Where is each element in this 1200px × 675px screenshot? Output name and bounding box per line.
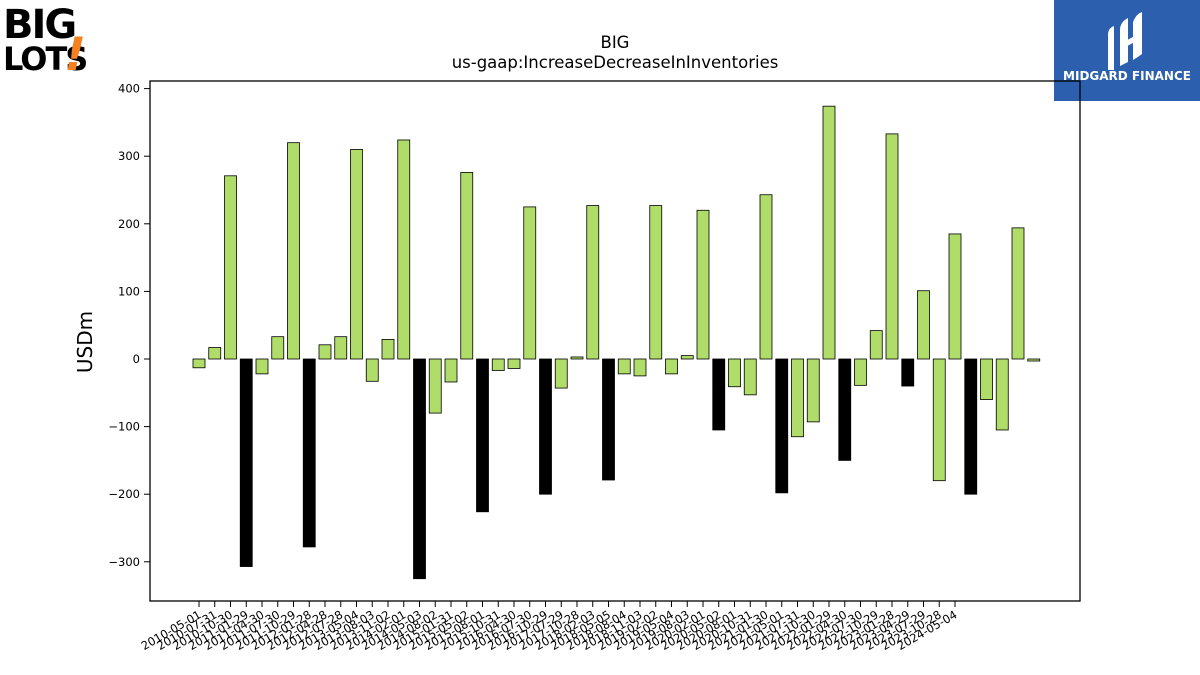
midgard-finance-logo: MIDGARD FINANCE: [1054, 0, 1200, 101]
bar: [995, 358, 1009, 431]
bar: [287, 142, 300, 360]
bar: [570, 356, 584, 360]
midgard-emblem-icon: [1108, 12, 1142, 70]
y-tick-label: −200: [108, 487, 140, 501]
bar: [1011, 227, 1025, 360]
bar: [791, 358, 804, 438]
bar: [428, 358, 442, 414]
bar: [271, 336, 285, 360]
bar: [491, 358, 505, 371]
bar: [649, 205, 663, 360]
x-axis: 2010-05-012010-07-312010-10-302011-01-29…: [139, 601, 960, 653]
bar: [665, 358, 678, 375]
y-tick-label: −100: [108, 420, 140, 434]
bar: [334, 336, 348, 360]
bar: [523, 206, 537, 360]
y-tick-label: 200: [118, 217, 140, 231]
y-axis: −300 −200 −100 0 100 200 300 400: [108, 82, 150, 569]
bar: [192, 358, 206, 369]
y-tick-label: −300: [108, 555, 140, 569]
bar: [869, 330, 883, 360]
bar: [617, 358, 631, 375]
bar: [885, 133, 899, 360]
bar: [775, 358, 789, 494]
bar: [239, 358, 253, 567]
bar: [476, 358, 489, 513]
bar: [838, 358, 852, 461]
big-lots-logo-line2: LOTS: [3, 40, 86, 78]
bar: [696, 209, 710, 360]
bar: [539, 358, 552, 495]
chart-subtitle: us-gaap:IncreaseDecreaseInInventories: [452, 53, 779, 72]
bar: [728, 358, 741, 388]
bar: [917, 290, 930, 360]
bar: [743, 358, 757, 396]
y-axis-label: USDm: [73, 311, 97, 373]
bar: [208, 347, 222, 360]
big-lots-logo-line1: BIG: [3, 2, 75, 48]
chart-title: BIG: [601, 33, 630, 52]
bar: [806, 358, 820, 423]
bar: [901, 358, 915, 387]
big-lots-logo: BIG LOTS !: [3, 2, 91, 80]
bar: [822, 105, 836, 360]
y-tick-label: 0: [133, 352, 140, 366]
bar: [444, 358, 458, 383]
bar: [224, 175, 237, 360]
bar: [350, 149, 363, 360]
bar: [255, 358, 269, 375]
plot-frame: [149, 80, 1081, 602]
y-tick-label: 300: [118, 149, 140, 163]
bar: [460, 172, 474, 360]
bar: [397, 139, 411, 360]
y-tick-label: 100: [118, 284, 140, 298]
bar: [712, 358, 726, 431]
midgard-logo-text: MIDGARD FINANCE: [1063, 69, 1191, 83]
bar: [365, 358, 379, 382]
bar: [980, 358, 993, 400]
bar: [964, 358, 978, 495]
bar: [680, 355, 694, 360]
bar: [413, 358, 426, 580]
bar: [602, 358, 615, 481]
bar: [586, 205, 600, 360]
bar: [302, 358, 316, 548]
bar: [633, 358, 647, 377]
bar: [759, 194, 773, 360]
bar: [1027, 358, 1041, 362]
bar: [932, 358, 946, 482]
bar: [948, 233, 962, 360]
bars-group: [192, 105, 1041, 580]
bar: [318, 344, 332, 360]
bar: [381, 338, 395, 360]
bar: [854, 358, 867, 386]
bar: [554, 358, 568, 389]
bar: [507, 358, 521, 369]
y-tick-label: 400: [118, 82, 140, 96]
